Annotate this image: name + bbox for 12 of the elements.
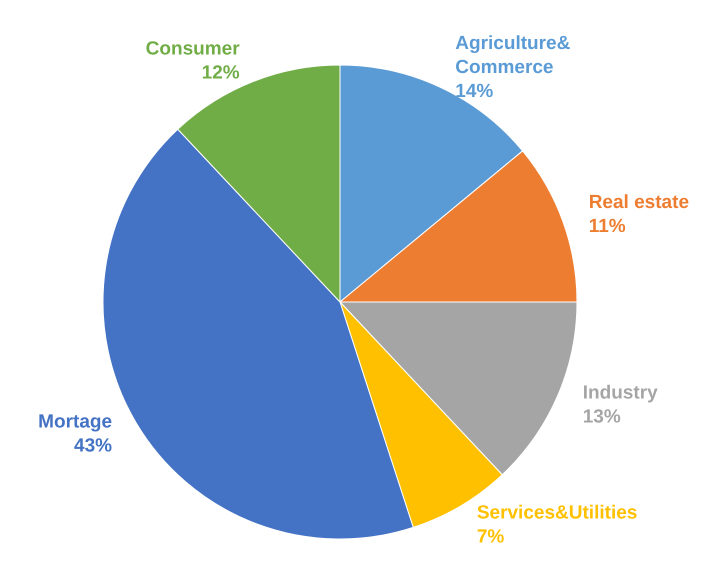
slice-label: Real estate (588, 192, 690, 213)
data-label: 12% (202, 62, 240, 84)
slice-label: Services&Utilities (476, 502, 638, 524)
data-label: 14% (455, 81, 494, 102)
slice-label: Mortage (38, 411, 112, 432)
slice-label: Consumer (146, 38, 240, 60)
data-label: 11% (588, 216, 626, 237)
data-label: 13% (582, 406, 621, 428)
data-label: 7% (476, 526, 504, 548)
data-label: 43% (74, 435, 112, 456)
slice-label: Industry (582, 382, 658, 404)
slice-label: Agriculture&Commerce (455, 33, 571, 78)
